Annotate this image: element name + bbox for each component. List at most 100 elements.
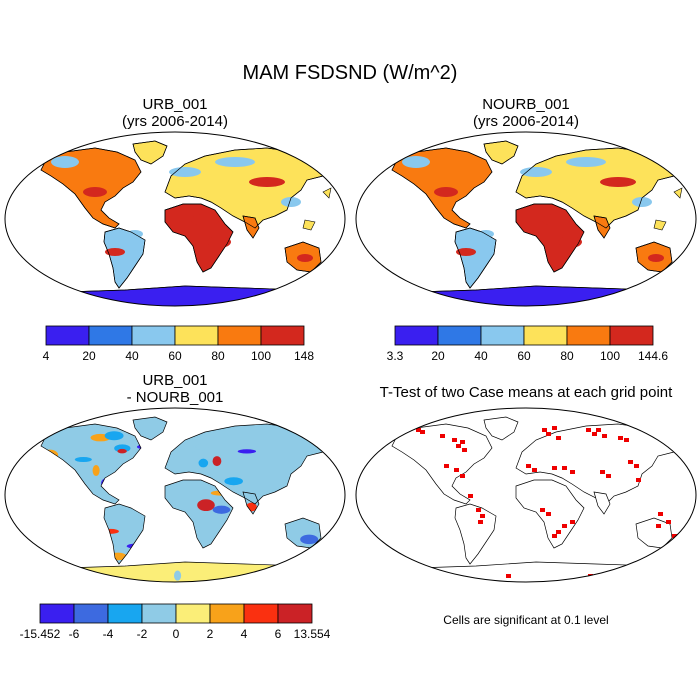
colorbar-tick-label: 6 bbox=[275, 627, 282, 641]
colorbar-tick-label: 4 bbox=[241, 627, 248, 641]
colorbar-swatch bbox=[45, 325, 90, 346]
colorbar-tick-label: -4 bbox=[103, 627, 114, 641]
nourb-field-patch bbox=[566, 157, 606, 167]
significant-cell bbox=[618, 436, 623, 440]
diff-field-patch bbox=[317, 490, 333, 497]
significant-cell bbox=[570, 470, 575, 474]
nourb-panel-title: NOURB_001 (yrs 2006-2014) bbox=[426, 96, 626, 130]
diff-field-patch bbox=[25, 557, 39, 564]
diff-field-patch bbox=[318, 543, 335, 552]
diff-field-patch bbox=[46, 427, 54, 435]
diff-field-patch bbox=[240, 519, 259, 530]
diff-field-patch bbox=[138, 489, 141, 500]
diff-field-patch bbox=[323, 554, 343, 562]
diff-field-patch bbox=[142, 534, 150, 539]
diff-field-patch bbox=[241, 524, 256, 534]
diff-field-patch bbox=[187, 424, 207, 425]
urb-island bbox=[322, 187, 332, 199]
colorbar-tick-label: 144.6 bbox=[638, 349, 668, 363]
significant-cell bbox=[444, 464, 449, 468]
diff-field-patch bbox=[327, 511, 338, 518]
diff-field-patch bbox=[94, 415, 100, 425]
diff-field-patch bbox=[14, 560, 29, 565]
diff-field-patch bbox=[82, 554, 96, 562]
significant-cell bbox=[670, 572, 675, 576]
colorbar-tick-label: 80 bbox=[560, 349, 574, 363]
diff-field-patch bbox=[143, 527, 162, 537]
significant-cell bbox=[656, 524, 661, 528]
diff-field-patch bbox=[53, 403, 71, 415]
diff-field-patch bbox=[324, 503, 335, 508]
diff-field-patch bbox=[16, 504, 25, 509]
diff-field-patch bbox=[314, 414, 321, 423]
diff-field-patch bbox=[171, 551, 184, 557]
diff-field-patch bbox=[42, 411, 60, 421]
diff-field-patch bbox=[15, 500, 22, 510]
colorbar-swatch bbox=[566, 325, 611, 346]
diff-field-patch bbox=[176, 542, 192, 547]
diff-field-patch bbox=[212, 505, 231, 514]
diff-field-patch bbox=[65, 414, 79, 420]
colorbar-tick-label: 0 bbox=[173, 627, 180, 641]
diff-field-patch bbox=[318, 428, 324, 436]
diff-field-patch bbox=[136, 444, 141, 449]
diff-field-patch bbox=[67, 539, 76, 546]
significant-cell bbox=[594, 576, 599, 580]
diff-field-patch bbox=[20, 539, 27, 549]
colorbar-swatch bbox=[523, 325, 568, 346]
nourb-colorbar: 3.3 20 40 60 80 100 144.6 bbox=[387, 325, 668, 363]
nourb-field-patch bbox=[648, 254, 664, 262]
diff-map bbox=[4, 407, 348, 585]
diff-field-patch bbox=[335, 493, 348, 500]
diff-field-patch bbox=[327, 420, 333, 425]
diff-field-patch bbox=[79, 409, 86, 420]
diff-field-patch bbox=[173, 570, 182, 581]
diff-field-patch bbox=[48, 478, 62, 489]
diff-field-patch bbox=[291, 423, 302, 430]
diff-field-patch bbox=[145, 546, 162, 551]
diff-field-patch bbox=[85, 519, 99, 528]
colorbar-tick-label: 20 bbox=[82, 349, 96, 363]
diff-field-patch bbox=[126, 543, 145, 549]
diff-field-patch bbox=[31, 510, 46, 517]
diff-field-patch bbox=[79, 520, 96, 527]
diff-field-patch bbox=[330, 488, 337, 499]
diff-field-patch bbox=[143, 472, 160, 478]
diff-field-patch bbox=[50, 567, 60, 578]
significant-cell bbox=[462, 448, 467, 452]
diff-field-patch bbox=[23, 438, 33, 442]
diff-field-patch bbox=[59, 418, 69, 426]
significant-cell bbox=[476, 508, 481, 512]
diff-coastline bbox=[164, 423, 336, 505]
diff-field-patch bbox=[332, 449, 339, 456]
nourb-map bbox=[355, 131, 697, 307]
urb-field-patch bbox=[207, 236, 231, 248]
diff-field-patch bbox=[59, 519, 74, 528]
diff-field-patch bbox=[26, 437, 32, 446]
significant-cell bbox=[420, 430, 425, 434]
diff-field-patch bbox=[312, 553, 328, 562]
diff-field-patch bbox=[264, 501, 280, 511]
colorbar-swatch bbox=[480, 325, 525, 346]
ttest-map-border bbox=[355, 407, 697, 583]
colorbar-swatch bbox=[39, 603, 75, 624]
diff-field-patch bbox=[12, 569, 32, 574]
diff-field-patch bbox=[4, 544, 22, 551]
diff-field-patch bbox=[295, 510, 306, 516]
diff-field-patch bbox=[229, 535, 246, 546]
diff-field-patch bbox=[224, 477, 243, 486]
diff-field-patch bbox=[45, 528, 51, 533]
diff-field-patch bbox=[262, 575, 279, 585]
diff-field-patch bbox=[205, 413, 211, 423]
colorbar-swatch bbox=[437, 325, 482, 346]
diff-field-patch bbox=[207, 415, 222, 422]
diff-field-patch bbox=[61, 404, 70, 416]
diff-field-patch bbox=[38, 467, 47, 476]
significant-cell bbox=[386, 568, 391, 572]
diff-field-patch bbox=[47, 516, 59, 521]
diff-field-patch bbox=[27, 530, 36, 536]
urb-colorbar: 4 20 40 60 80 100 148 bbox=[43, 325, 314, 363]
nourb-coastline bbox=[593, 215, 611, 239]
diff-field-patch bbox=[261, 519, 273, 531]
diff-field-patch bbox=[55, 485, 61, 496]
